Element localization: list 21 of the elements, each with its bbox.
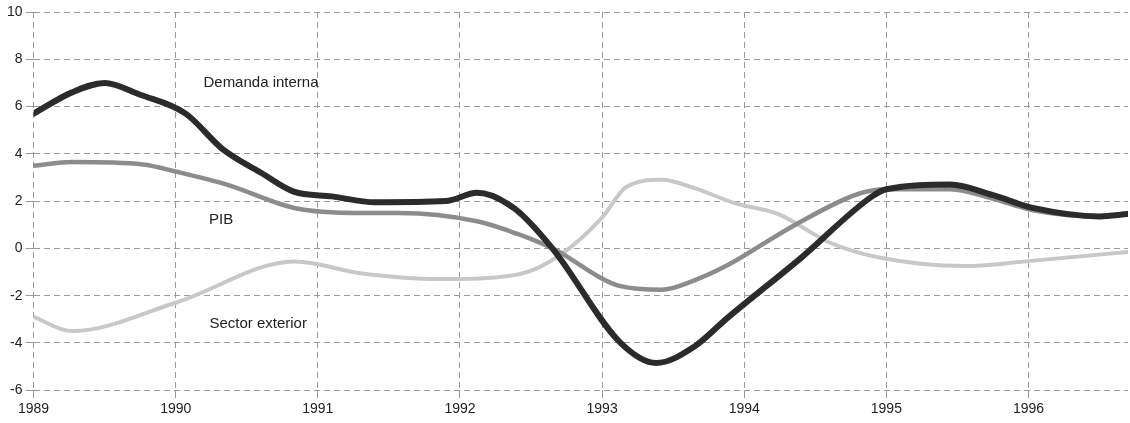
y-tick-label: 4 — [14, 144, 23, 161]
x-tick-label: 1992 — [444, 400, 476, 417]
x-tick-label: 1994 — [728, 400, 761, 417]
y-tick-label: 0 — [14, 239, 23, 256]
x-tick-label: 1991 — [302, 400, 334, 417]
x-tick-label: 1993 — [586, 400, 618, 417]
x-tick-label: 1989 — [17, 400, 50, 417]
line-series — [33, 177, 1128, 334]
y-tick-label: 2 — [14, 191, 23, 208]
series-label: Sector exterior — [209, 314, 307, 332]
y-tick-label: 10 — [6, 2, 23, 19]
y-tick-label: 8 — [14, 50, 23, 67]
x-tick-label: 1995 — [870, 400, 903, 417]
x-tick-label: 1996 — [1012, 400, 1045, 417]
series-label: PIB — [209, 210, 234, 228]
y-tick-label: -4 — [10, 333, 23, 350]
y-tick-label: -6 — [10, 381, 23, 398]
series-label: Demanda interna — [203, 73, 320, 91]
y-tick-label: -2 — [10, 286, 23, 303]
y-tick-label: 6 — [14, 97, 23, 114]
x-tick-label: 1990 — [160, 400, 192, 417]
